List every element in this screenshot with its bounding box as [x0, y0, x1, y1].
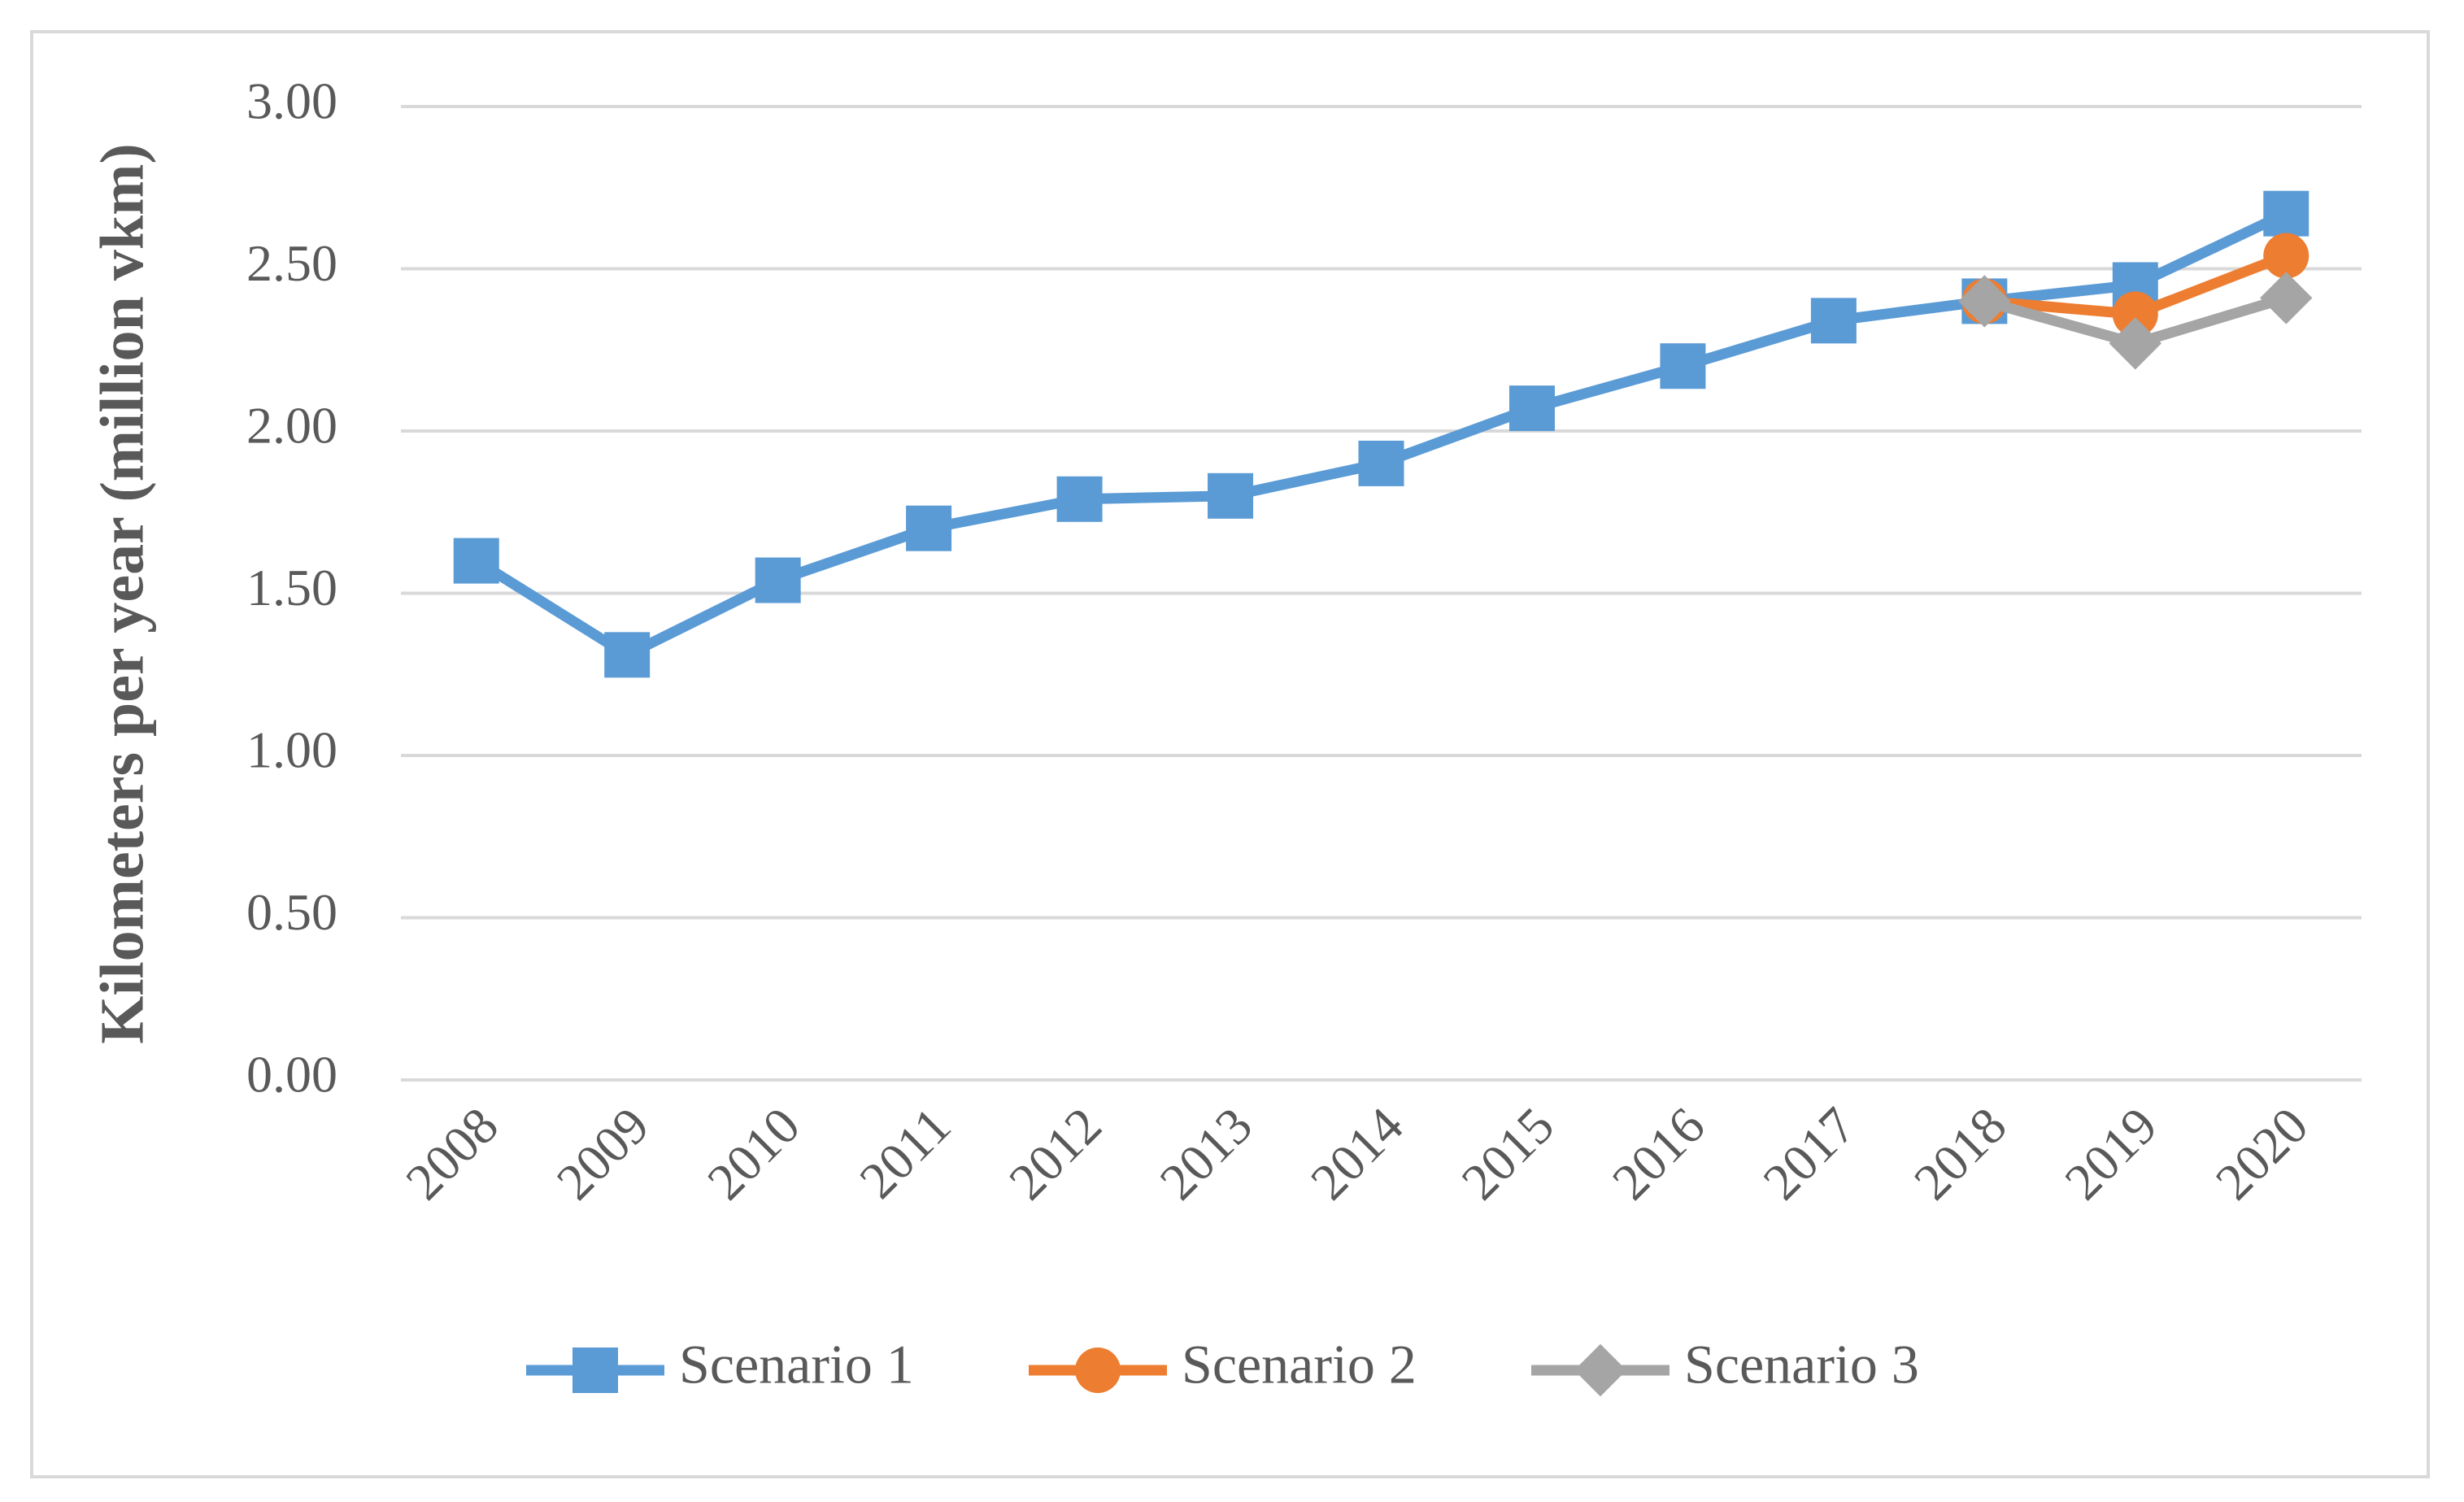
- data-point: [2263, 190, 2309, 237]
- data-point: [2260, 272, 2313, 324]
- legend-marker: [1075, 1347, 1121, 1393]
- data-point: [453, 538, 499, 584]
- data-point: [1208, 472, 1254, 519]
- y-axis-label: Kilometers per year (million vkm): [88, 143, 156, 1043]
- legend-marker: [572, 1347, 618, 1393]
- data-point: [1508, 385, 1555, 432]
- data-point: [2112, 291, 2158, 337]
- data-point: [1958, 275, 2011, 328]
- y-tick-label: 1.50: [246, 559, 337, 616]
- y-tick-label: 0.00: [246, 1046, 337, 1104]
- legend-marker: [1574, 1343, 1627, 1397]
- y-tick-label: 2.50: [246, 234, 337, 292]
- y-tick-label: 2.00: [246, 397, 337, 455]
- data-point: [906, 505, 952, 551]
- legend-label: Scenario 1: [679, 1334, 914, 1395]
- y-tick-label: 3.00: [246, 72, 337, 130]
- y-tick-label: 1.00: [246, 721, 337, 779]
- legend-label: Scenario 3: [1684, 1334, 1919, 1395]
- data-point: [1358, 440, 1404, 486]
- legend-label: Scenario 2: [1182, 1334, 1417, 1395]
- data-point: [2109, 317, 2162, 370]
- data-point: [2263, 233, 2309, 279]
- data-point: [1660, 343, 1706, 390]
- data-point: [604, 632, 651, 678]
- y-tick-label: 0.50: [246, 883, 337, 941]
- data-point: [1056, 476, 1103, 522]
- data-point: [1810, 298, 1857, 344]
- data-point: [755, 557, 801, 603]
